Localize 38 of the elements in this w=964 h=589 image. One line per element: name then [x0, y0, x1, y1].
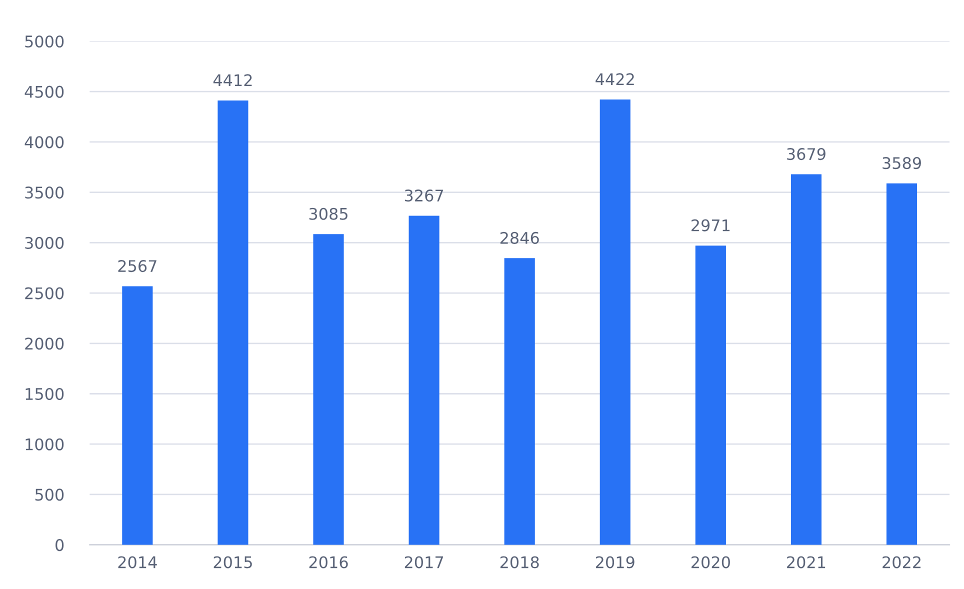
data-label: 3589 — [882, 157, 921, 170]
y-tick-label: 2000 — [25, 338, 64, 350]
data-label: 4422 — [596, 73, 634, 86]
x-tick-label: 2020 — [692, 556, 730, 568]
y-tick-label: 1500 — [26, 388, 64, 400]
y-tick-label: 4000 — [24, 136, 64, 148]
x-tick-label: 2016 — [309, 556, 348, 568]
y-tick-label: 500 — [35, 488, 64, 501]
bar — [695, 246, 726, 545]
data-label: 2567 — [118, 260, 156, 272]
bar — [408, 216, 440, 545]
y-tick-label: 1000 — [26, 438, 64, 450]
bar — [886, 183, 918, 545]
data-label: 2846 — [500, 232, 539, 244]
y-tick-label: 3500 — [25, 186, 64, 199]
y-tick-label: 3000 — [25, 236, 64, 249]
bar — [122, 286, 153, 545]
bar — [504, 258, 535, 545]
data-label: 3679 — [787, 148, 826, 160]
bar — [218, 100, 248, 545]
x-tick-label: 2018 — [500, 556, 539, 568]
data-label: 3267 — [404, 189, 444, 202]
x-tick-label: 2021 — [787, 556, 826, 568]
bar — [313, 234, 344, 545]
data-label: 2971 — [692, 219, 730, 232]
x-tick-label: 2019 — [596, 556, 634, 568]
y-tick-label: 0 — [56, 539, 64, 552]
data-label: 3085 — [309, 208, 348, 220]
y-tick-label: 5000 — [25, 35, 64, 48]
x-tick-label: 2014 — [118, 556, 157, 568]
bar — [600, 99, 630, 545]
x-tick-label: 2022 — [882, 556, 920, 568]
x-tick-label: 2017 — [404, 556, 444, 568]
y-tick-label: 2500 — [25, 287, 64, 300]
data-label: 4412 — [213, 74, 252, 86]
bar — [790, 174, 822, 545]
y-tick-label: 4500 — [24, 86, 64, 98]
x-tick-label: 2015 — [214, 556, 252, 568]
